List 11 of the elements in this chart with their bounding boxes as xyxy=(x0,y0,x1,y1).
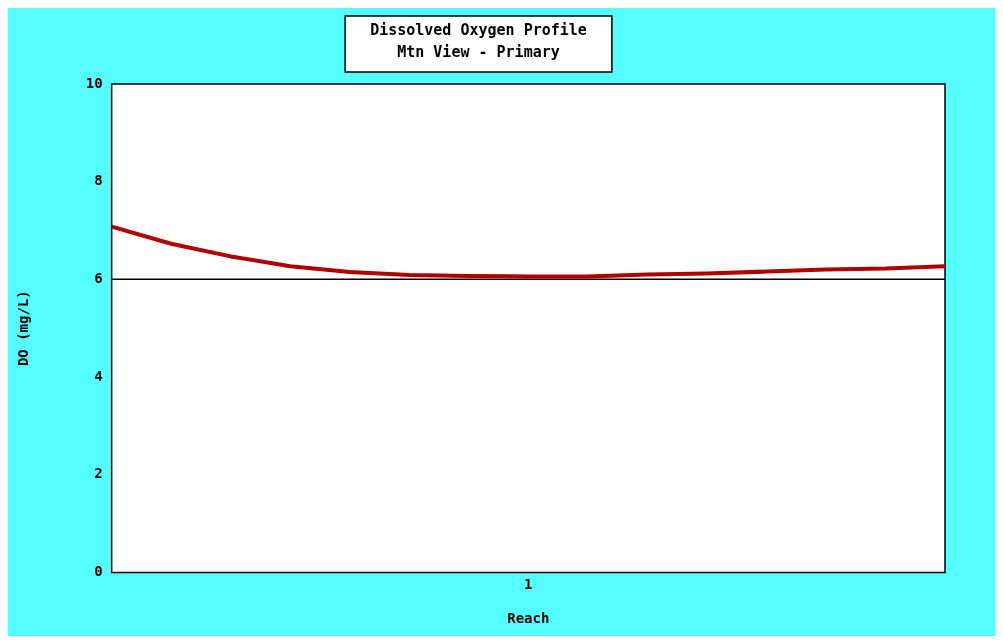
y-axis-title: DO (mg/L) xyxy=(15,290,32,367)
y-tick-label: 2 xyxy=(94,465,103,482)
y-tick-label: 4 xyxy=(94,367,103,384)
text: 1 xyxy=(524,576,533,593)
chart-title: Dissolved Oxygen Profile xyxy=(370,20,587,39)
y-tick-label: 0 xyxy=(94,563,103,580)
y-tick-label: 6 xyxy=(94,270,103,286)
y-tick-label: 8 xyxy=(94,172,103,189)
y-tick-label: 10 xyxy=(85,74,103,91)
x-axis-title: Reach xyxy=(507,610,550,627)
chart-subtitle: Mtn View - Primary xyxy=(397,42,560,61)
